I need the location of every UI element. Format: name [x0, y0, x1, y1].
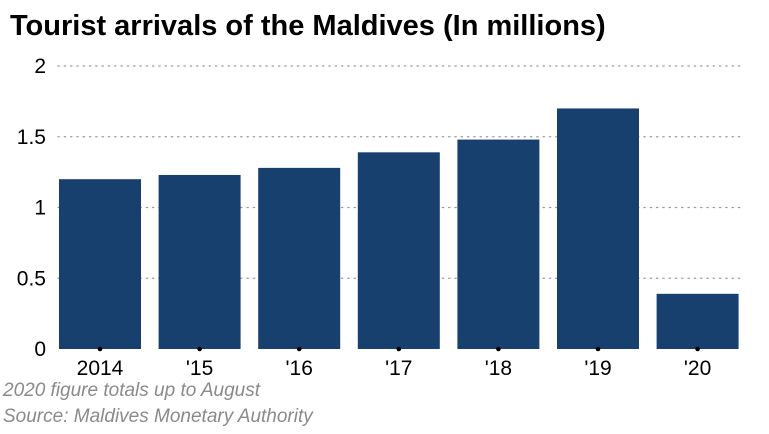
- x-tick-label: '16: [286, 357, 313, 380]
- y-tick-label: 0.5: [17, 267, 46, 290]
- bar-7: [656, 293, 739, 349]
- y-tick-label: 1.5: [17, 126, 46, 149]
- chart-title: Tourist arrivals of the Maldives (In mil…: [10, 10, 606, 42]
- x-tick-mark: [396, 346, 402, 352]
- chart-source: Source: Maldives Monetary Authority: [3, 406, 313, 427]
- x-tick-mark: [197, 346, 202, 352]
- bar-3: [258, 167, 341, 349]
- bars: [59, 108, 739, 349]
- x-tick-label: '17: [385, 357, 412, 380]
- x-tick-label: 2014: [77, 357, 124, 380]
- bar-6: [557, 108, 639, 349]
- y-tick-label: 0: [34, 338, 46, 361]
- x-tick-mark: [595, 346, 601, 352]
- bar-4: [357, 152, 440, 349]
- x-tick-label: '15: [186, 357, 213, 380]
- x-tick-mark: [695, 346, 700, 352]
- x-tick-mark: [97, 346, 103, 352]
- y-axis-ticks: 0 0.5 1 1.5 2: [17, 55, 46, 361]
- bar-2: [158, 174, 241, 349]
- y-tick-label: 1: [34, 197, 46, 220]
- chart-note: 2020 figure totals up to August: [3, 380, 261, 401]
- y-tick-label: 2: [34, 55, 46, 78]
- x-tick-mark: [496, 346, 501, 352]
- x-tick-label: '18: [485, 357, 512, 380]
- x-tick-label: '20: [684, 357, 711, 380]
- bar-5: [457, 139, 540, 349]
- x-tick-mark: [296, 346, 302, 352]
- bar-1: [59, 179, 141, 349]
- x-axis-ticks: 2014 '15 '16 '17 '18 '19 '20: [77, 346, 711, 380]
- x-tick-label: '19: [584, 357, 611, 380]
